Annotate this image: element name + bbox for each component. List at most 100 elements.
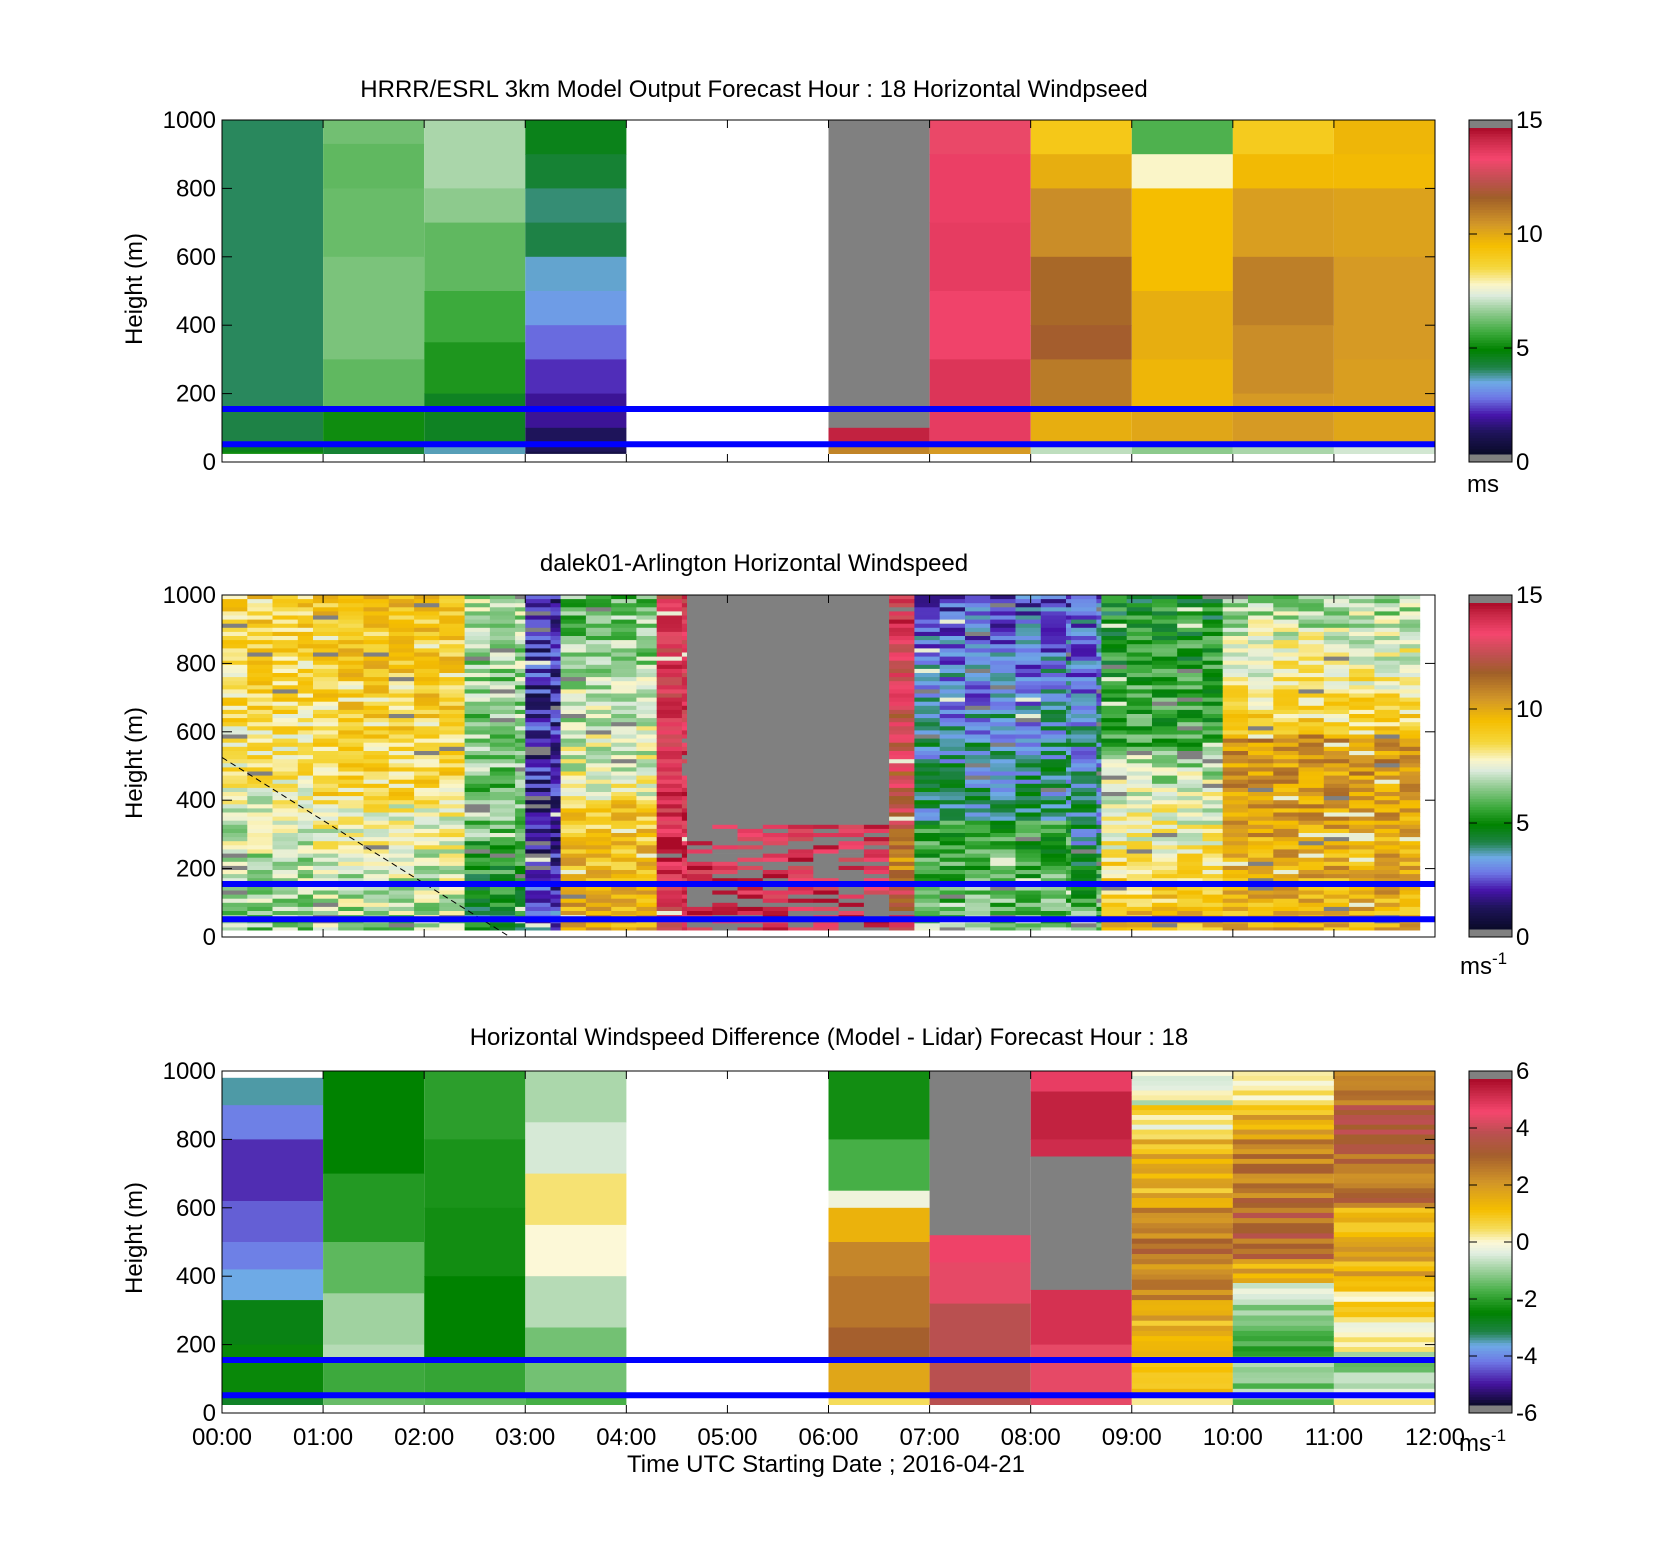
heatmap-cell — [525, 154, 627, 189]
heatmap-cell — [939, 767, 966, 772]
heatmap-cell — [560, 911, 587, 916]
heatmap-cell — [388, 652, 415, 657]
heatmap-cell — [272, 800, 299, 805]
colorbar-swatch — [1469, 364, 1512, 368]
heatmap-cell — [681, 886, 688, 891]
heatmap-cell — [247, 619, 273, 625]
heatmap-cell — [636, 845, 657, 850]
heatmap-cell — [813, 627, 839, 633]
heatmap-cell — [656, 865, 683, 871]
heatmap-cell — [611, 705, 637, 711]
heatmap-cell — [1126, 603, 1153, 608]
heatmap-cell — [656, 640, 683, 645]
heatmap-cell — [1273, 644, 1299, 649]
heatmap-cell — [990, 738, 1016, 744]
heatmap-cell — [1298, 738, 1325, 744]
heatmap-cell — [687, 816, 713, 822]
heatmap-cell — [1177, 796, 1203, 801]
heatmap-cell — [1015, 911, 1042, 916]
heatmap-cell — [525, 870, 551, 875]
heatmap-cell — [838, 849, 865, 854]
heatmap-cell — [313, 874, 339, 879]
heatmap-cell — [525, 660, 551, 666]
heatmap-cell — [222, 611, 248, 616]
colorbar-swatch — [1469, 836, 1512, 840]
heatmap-cell — [363, 775, 390, 781]
heatmap-cell — [1202, 726, 1224, 731]
heatmap-cell — [762, 804, 789, 809]
heatmap-cell — [1232, 120, 1334, 155]
heatmap-cell — [712, 656, 738, 662]
heatmap-cell — [1349, 693, 1375, 698]
heatmap-cell — [272, 652, 299, 657]
heatmap-cell — [222, 652, 248, 657]
heatmap-cell — [1152, 726, 1178, 731]
heatmap-cell — [585, 648, 612, 653]
heatmap-cell — [560, 759, 587, 764]
heatmap-cell — [1248, 792, 1274, 797]
heatmap-cell — [1096, 779, 1102, 785]
heatmap-cell — [464, 898, 491, 904]
heatmap-cell — [737, 636, 764, 641]
heatmap-cell — [313, 722, 339, 727]
colorbar-swatch — [1469, 779, 1512, 783]
heatmap-cell — [611, 890, 637, 895]
heatmap-cell — [247, 796, 273, 801]
heatmap-cell — [1248, 660, 1274, 666]
heatmap-cell — [712, 673, 738, 678]
heatmap-cell — [414, 837, 440, 842]
heatmap-cell — [1177, 603, 1203, 608]
heatmap-cell — [464, 800, 491, 805]
heatmap-cell — [464, 705, 491, 711]
heatmap-cell — [813, 787, 839, 793]
heatmap-cell — [464, 722, 491, 727]
heatmap-cell — [414, 808, 440, 813]
heatmap-cell — [828, 1071, 930, 1140]
heatmap-cell — [525, 874, 551, 879]
heatmap-cell — [712, 870, 738, 875]
heatmap-cell — [737, 709, 764, 715]
heatmap-cell — [464, 833, 491, 838]
heatmap-cell — [863, 726, 890, 731]
heatmap-cell — [681, 701, 688, 707]
heatmap-cell — [1333, 1178, 1435, 1184]
heatmap-cell — [838, 783, 865, 789]
colorbar-swatch — [1469, 885, 1512, 889]
heatmap-cell — [990, 841, 1016, 846]
heatmap-cell — [515, 783, 526, 789]
heatmap-cell — [1298, 837, 1325, 842]
heatmap-cell — [297, 595, 314, 600]
heatmap-cell — [965, 677, 991, 682]
heatmap-cell — [737, 693, 764, 698]
heatmap-cell — [550, 824, 561, 830]
heatmap-cell — [363, 804, 390, 809]
heatmap-cell — [247, 738, 273, 744]
heatmap-cell — [1349, 705, 1375, 711]
heatmap-cell — [965, 787, 991, 793]
heatmap-cell — [965, 771, 991, 776]
heatmap-cell — [1177, 730, 1203, 735]
heatmap-cell — [737, 742, 764, 748]
colorbar-swatch — [1469, 776, 1512, 781]
heatmap-cell — [1248, 644, 1274, 649]
heatmap-cell — [338, 861, 364, 867]
heatmap-cell — [297, 812, 314, 817]
heatmap-cell — [363, 615, 390, 620]
heatmap-cell — [1101, 640, 1128, 645]
heatmap-cell — [863, 689, 890, 694]
heatmap-cell — [1349, 898, 1375, 904]
heatmap-cell — [1096, 755, 1102, 760]
heatmap-cell — [525, 841, 551, 846]
heatmap-cell — [525, 623, 551, 629]
heatmap-cell — [712, 619, 738, 625]
colorbar-swatch — [1469, 768, 1512, 772]
colorbar-swatch — [1469, 747, 1512, 751]
heatmap-cell — [1101, 767, 1128, 772]
heatmap-cell — [1374, 718, 1401, 723]
heatmap-cell — [464, 849, 491, 854]
heatmap-cell — [363, 709, 390, 715]
heatmap-cell — [222, 1269, 324, 1301]
heatmap-cell — [1349, 738, 1375, 744]
heatmap-cell — [1248, 837, 1274, 842]
heatmap-cell — [788, 652, 814, 657]
